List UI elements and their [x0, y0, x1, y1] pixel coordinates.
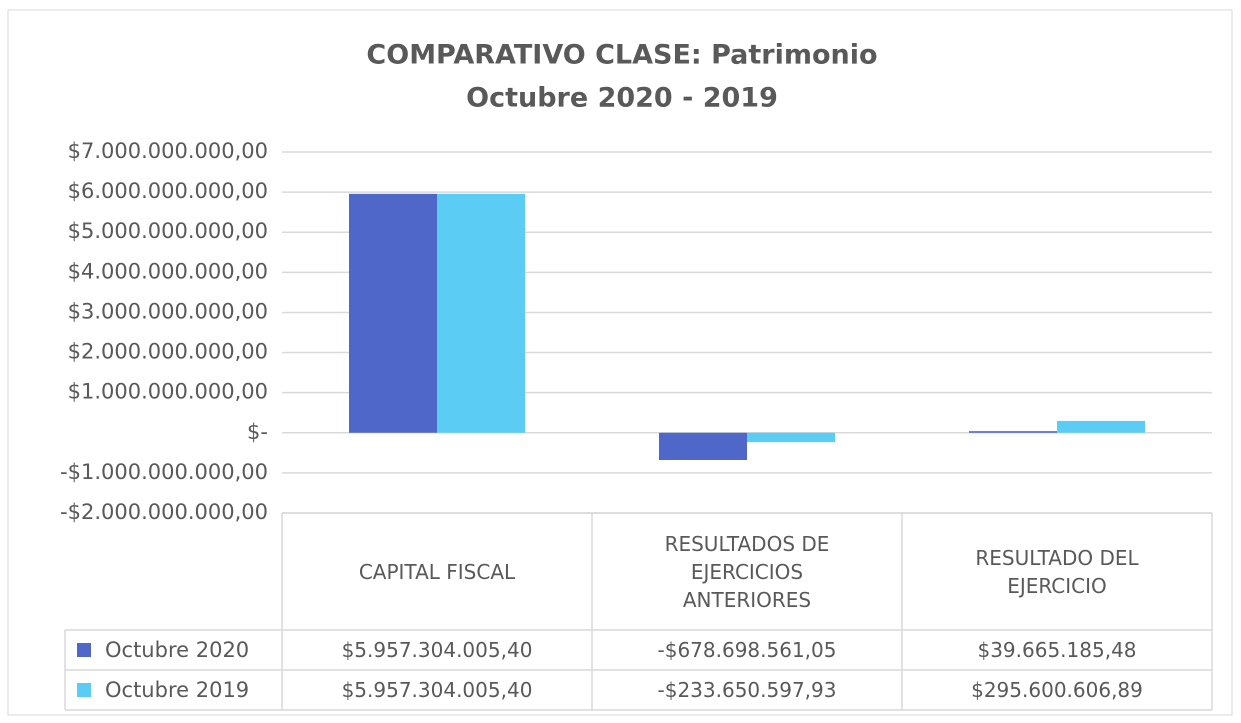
y-tick-label: $6.000.000.000,00: [68, 179, 268, 203]
table-value: $39.665.185,48: [977, 638, 1137, 662]
legend-entry: Octubre 2019: [65, 670, 282, 710]
chart-title: COMPARATIVO CLASE: Patrimonio: [366, 40, 877, 71]
table-value: $5.957.304.005,40: [341, 638, 533, 662]
y-tick-label: $3.000.000.000,00: [68, 299, 268, 323]
y-tick-label: $1.000.000.000,00: [68, 380, 268, 404]
y-tick-label: -$1.000.000.000,00: [60, 460, 268, 484]
y-tick-label: $5.000.000.000,00: [68, 219, 268, 243]
y-tick-label: $4.000.000.000,00: [68, 259, 268, 283]
legend-label: Octubre 2019: [105, 678, 250, 702]
category-label: CAPITAL FISCAL: [358, 559, 516, 584]
y-tick-label: $-: [247, 420, 268, 444]
chart-border: [7, 9, 1233, 716]
table-value: -$678.698.561,05: [657, 638, 837, 662]
legend-swatch: [77, 683, 91, 697]
legend-swatch: [77, 643, 91, 657]
bar: [437, 193, 525, 433]
table-value: -$233.650.597,93: [657, 678, 837, 702]
chart-subtitle: Octubre 2020 - 2019: [466, 83, 778, 114]
bar: [969, 431, 1057, 433]
y-tick-label: -$2.000.000.000,00: [60, 500, 268, 524]
bar: [1057, 420, 1145, 433]
table-value: $5.957.304.005,40: [341, 678, 533, 702]
bar: [747, 432, 835, 443]
bar: [659, 432, 747, 461]
y-tick-label: $7.000.000.000,00: [68, 139, 268, 163]
legend-label: Octubre 2020: [105, 638, 250, 662]
legend-entry: Octubre 2020: [65, 630, 282, 670]
table-value: $295.600.606,89: [971, 678, 1143, 702]
category-label: RESULTADOS DE EJERCICIOS ANTERIORES: [664, 531, 830, 612]
y-tick-label: $2.000.000.000,00: [68, 340, 268, 364]
category-label: RESULTADO DEL EJERCICIO: [975, 545, 1139, 598]
bar: [349, 193, 437, 433]
